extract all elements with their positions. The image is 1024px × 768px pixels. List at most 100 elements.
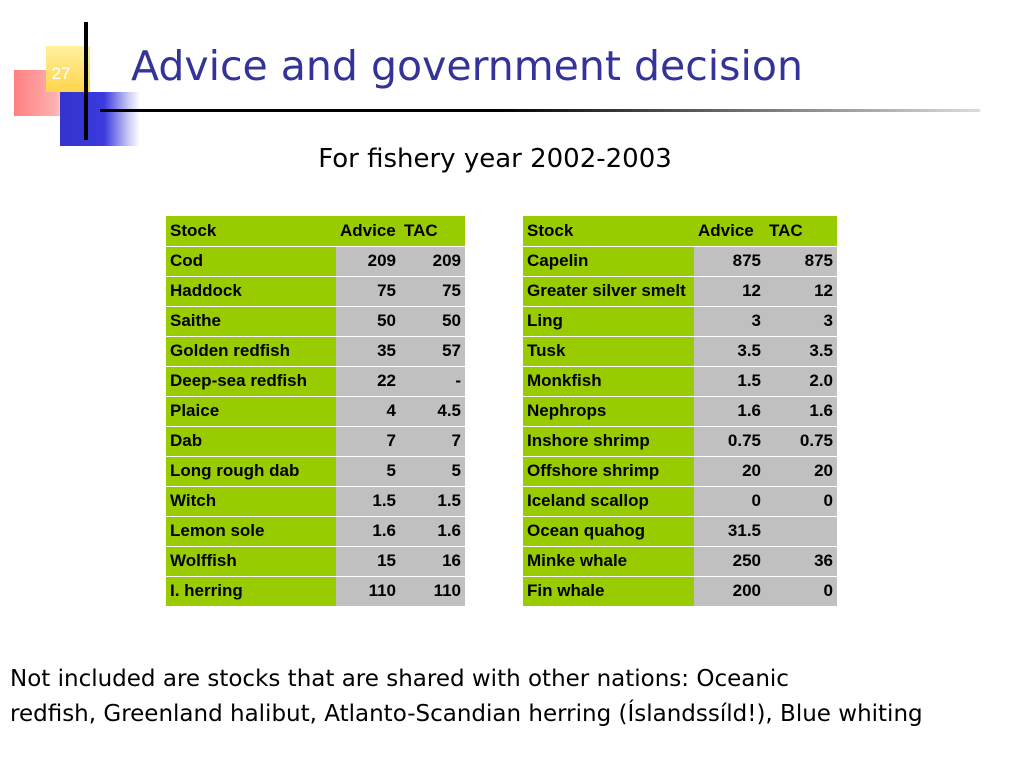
tac-value: 1.6	[765, 396, 837, 427]
stock-name: Offshore shrimp	[523, 456, 694, 487]
tac-value: 1.5	[400, 486, 465, 517]
table-row: Golden redfish 35 57	[166, 336, 465, 367]
tac-value: 20	[765, 456, 837, 487]
stock-name: Plaice	[166, 396, 336, 427]
slide-title: Advice and government decision	[131, 42, 803, 90]
table-header-row: Stock Advice TAC	[523, 216, 837, 247]
tac-value: 2.0	[765, 366, 837, 397]
stock-name: I. herring	[166, 576, 336, 607]
footnote-line-2: redfish, Greenland halibut, Atlanto-Scan…	[10, 701, 923, 727]
advice-value: 1.5	[336, 486, 400, 517]
stock-name: Golden redfish	[166, 336, 336, 367]
table-row: Monkfish 1.5 2.0	[523, 366, 837, 397]
advice-value: 15	[336, 546, 400, 577]
table-row: Tusk 3.5 3.5	[523, 336, 837, 367]
advice-value: 0	[694, 486, 765, 517]
table-row: Iceland scallop 0 0	[523, 486, 837, 517]
advice-value: 7	[336, 426, 400, 457]
table-row: Nephrops 1.6 1.6	[523, 396, 837, 427]
table-row: Lemon sole 1.6 1.6	[166, 516, 465, 547]
stock-name: Monkfish	[523, 366, 694, 397]
stock-name: Tusk	[523, 336, 694, 367]
table-header-row: Stock Advice TAC	[166, 216, 465, 247]
table-row: Saithe 50 50	[166, 306, 465, 337]
stock-name: Haddock	[166, 276, 336, 307]
stock-name: Iceland scallop	[523, 486, 694, 517]
table-row: Ocean quahog 31.5	[523, 516, 837, 547]
advice-value: 200	[694, 576, 765, 607]
advice-value: 4	[336, 396, 400, 427]
advice-value: 35	[336, 336, 400, 367]
footnote-line-1: Not included are stocks that are shared …	[10, 666, 789, 692]
stock-name: Fin whale	[523, 576, 694, 607]
tac-value	[765, 516, 837, 547]
table-row: Witch 1.5 1.5	[166, 486, 465, 517]
advice-value: 3.5	[694, 336, 765, 367]
stock-name: Witch	[166, 486, 336, 517]
table-row: I. herring 110 110	[166, 576, 465, 607]
advice-value: 22	[336, 366, 400, 397]
advice-value: 31.5	[694, 516, 765, 547]
tac-value: 36	[765, 546, 837, 577]
advice-value: 0.75	[694, 426, 765, 457]
advice-value: 875	[694, 246, 765, 277]
header-advice: Advice	[336, 216, 400, 247]
stock-name: Wolffish	[166, 546, 336, 577]
tac-value: 0.75	[765, 426, 837, 457]
advice-value: 1.5	[694, 366, 765, 397]
header-tac: TAC	[400, 216, 465, 247]
slide-subtitle: For fishery year 2002-2003	[318, 144, 672, 174]
advice-value: 20	[694, 456, 765, 487]
header-advice: Advice	[694, 216, 765, 247]
tac-value: 75	[400, 276, 465, 307]
decor-yellow-block	[46, 46, 90, 92]
header-stock: Stock	[523, 216, 694, 247]
table-row: Dab 7 7	[166, 426, 465, 457]
stock-name: Long rough dab	[166, 456, 336, 487]
table-row: Offshore shrimp 20 20	[523, 456, 837, 487]
tac-value: 0	[765, 486, 837, 517]
stock-name: Capelin	[523, 246, 694, 277]
tac-value: -	[400, 366, 465, 397]
tac-value: 7	[400, 426, 465, 457]
stock-name: Ocean quahog	[523, 516, 694, 547]
stock-name: Nephrops	[523, 396, 694, 427]
title-underline	[100, 109, 980, 112]
advice-value: 110	[336, 576, 400, 607]
table-row: Plaice 4 4.5	[166, 396, 465, 427]
tac-value: 875	[765, 246, 837, 277]
table-row: Fin whale 200 0	[523, 576, 837, 607]
stock-name: Lemon sole	[166, 516, 336, 547]
stock-name: Deep-sea redfish	[166, 366, 336, 397]
footnote: Not included are stocks that are shared …	[10, 662, 1015, 732]
table-row: Deep-sea redfish 22-	[166, 366, 465, 397]
tac-value: 5	[400, 456, 465, 487]
stock-name: Cod	[166, 246, 336, 277]
tac-value: 50	[400, 306, 465, 337]
stock-name: Inshore shrimp	[523, 426, 694, 457]
stock-name: Dab	[166, 426, 336, 457]
tac-value: 0	[765, 576, 837, 607]
table-row: Minke whale 250 36	[523, 546, 837, 577]
advice-value: 1.6	[336, 516, 400, 547]
decor-vertical-line	[84, 22, 88, 140]
decor-blue-block	[60, 92, 140, 146]
advice-value: 5	[336, 456, 400, 487]
tac-value: 4.5	[400, 396, 465, 427]
tac-value: 16	[400, 546, 465, 577]
stock-name: Saithe	[166, 306, 336, 337]
table-row: Inshore shrimp 0.75 0.75	[523, 426, 837, 457]
stock-name: Minke whale	[523, 546, 694, 577]
tac-value: 3.5	[765, 336, 837, 367]
header-tac: TAC	[765, 216, 837, 247]
advice-value: 12	[694, 276, 765, 307]
table-row: Cod 209 209	[166, 246, 465, 277]
stock-name: Greater silver smelt	[523, 276, 694, 307]
advice-value: 3	[694, 306, 765, 337]
stock-table-left: Stock Advice TAC Cod 209 209 Haddock 75 75 S…	[166, 216, 465, 607]
advice-value: 75	[336, 276, 400, 307]
tac-value: 209	[400, 246, 465, 277]
table-row: Greater silver smelt 12 12	[523, 276, 837, 307]
table-row: Long rough dab 5 5	[166, 456, 465, 487]
tac-value: 12	[765, 276, 837, 307]
